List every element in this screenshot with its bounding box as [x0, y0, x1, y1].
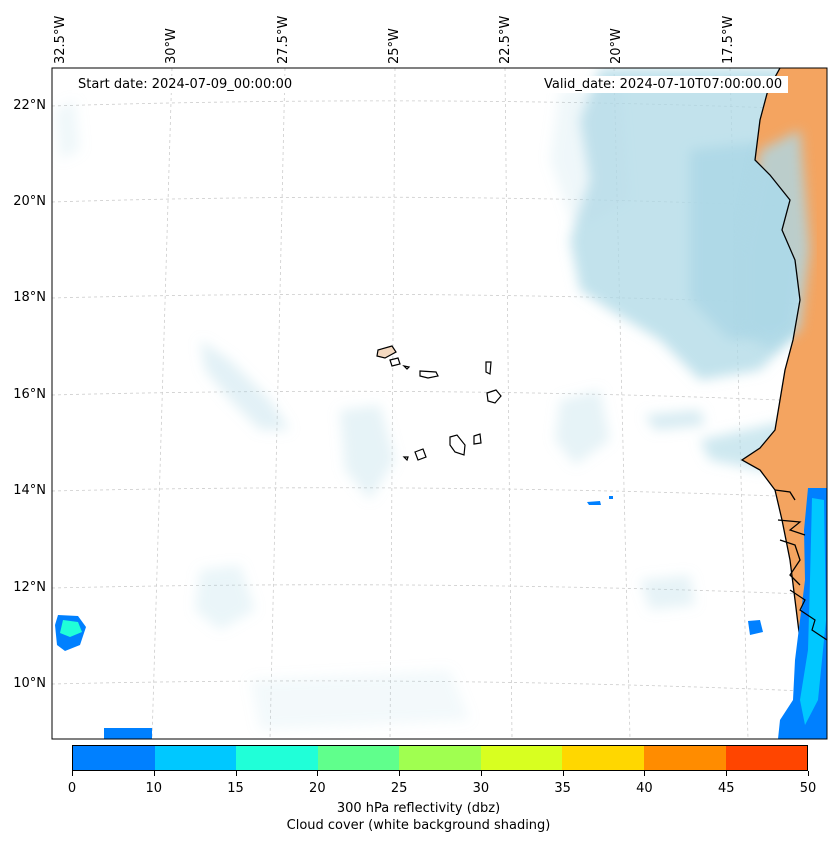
colorbar-tick-label: 45	[717, 781, 735, 796]
gridline-lat-16	[52, 390, 827, 403]
cloud-patch-18w	[645, 410, 705, 430]
cloud-patch-21w	[555, 390, 610, 465]
coastline-gambia-river	[774, 489, 796, 501]
island-santa-luzia	[402, 365, 411, 370]
colorbar-tick-label: 20	[309, 781, 326, 796]
reflectivity-patch-small-3	[609, 496, 613, 499]
reflectivity-patch-west-core	[60, 620, 82, 637]
graticule	[52, 68, 827, 739]
gridline-lat-10	[52, 680, 827, 693]
start-date-label: Start date: 2024-07-09_00:00:00	[72, 76, 299, 93]
colorbar-tick-mark	[644, 771, 646, 776]
colorbar-segment	[399, 746, 481, 770]
cloud-patch-29w	[195, 565, 255, 630]
reflectivity-patch-south	[104, 728, 152, 739]
gridline-lat-18	[52, 293, 827, 306]
island-santo-antao	[376, 345, 397, 359]
lon-label-22.5w: 22.5°W	[498, 15, 513, 64]
island-sao-nicolau	[419, 370, 439, 379]
coastline-guinea-bissau	[779, 539, 801, 586]
gridline-lat-12	[52, 584, 827, 596]
cloud-patch-26w	[340, 405, 395, 500]
reflectivity-patch-small-2	[587, 501, 601, 505]
cloud-cover-shading	[55, 68, 810, 730]
colorbar-tick-label: 15	[227, 781, 244, 796]
island-santiago	[449, 434, 466, 456]
colorbar	[72, 745, 808, 771]
gridline-lon-22.5	[504, 68, 513, 739]
colorbar-tick-label: 50	[799, 781, 817, 796]
coastline-senegal-south	[777, 519, 806, 536]
island-fogo	[414, 448, 427, 461]
coastline-guinea	[789, 589, 827, 641]
colorbar-tick-mark	[317, 771, 319, 776]
colorbar-tick-label: 35	[554, 781, 571, 796]
cloud-patch-west	[55, 100, 80, 160]
colorbar-segment	[480, 746, 563, 770]
colorbar-segment	[643, 746, 726, 770]
colorbar-label: 300 hPa reflectivity (dbz)	[336, 801, 501, 816]
island-sal	[485, 361, 492, 375]
gridline-lon-20	[613, 68, 631, 739]
colorbar-tick-label: 0	[67, 781, 77, 796]
cloud-patch-19w	[640, 575, 695, 610]
gridline-lon-25	[389, 68, 396, 739]
valid-date-label: Valid_date: 2024-07-10T07:00:00.00	[538, 76, 789, 93]
colorbar-tick-mark	[808, 771, 809, 776]
colorbar-segment	[154, 746, 237, 770]
lat-label-10n: 10°N	[13, 676, 46, 691]
gridline-lat-14	[52, 487, 827, 499]
lon-label-30w: 30°W	[164, 28, 179, 64]
lat-label-22n: 22°N	[13, 98, 46, 113]
colorbar-sublabel: Cloud cover (white background shading)	[286, 818, 551, 833]
gridline-lat-22	[52, 100, 827, 111]
lon-label-17.5w: 17.5°W	[721, 15, 736, 64]
island-sao-vicente	[389, 357, 401, 367]
cloud-haze-south	[250, 670, 470, 730]
lat-label-12n: 12°N	[13, 580, 46, 595]
colorbar-tick-mark	[562, 771, 564, 776]
lon-label-32.5w: 32.5°W	[53, 15, 68, 64]
reflectivity-patch-coast-mid	[800, 498, 826, 725]
colorbar-tick-mark	[399, 771, 401, 776]
lat-label-18n: 18°N	[13, 290, 46, 305]
colorbar-tick-mark	[72, 771, 73, 776]
colorbar-segment	[236, 746, 318, 770]
colorbar-tick-label: 40	[636, 781, 653, 796]
reflectivity-patch-small-1	[748, 620, 763, 635]
colorbar-tick-mark	[480, 771, 482, 776]
colorbar-segment	[562, 746, 644, 770]
lat-label-16n: 16°N	[13, 387, 46, 402]
lon-label-20w: 20°W	[609, 28, 624, 64]
island-boa-vista	[486, 389, 502, 404]
cape-verde-islands	[376, 345, 502, 462]
lat-label-14n: 14°N	[13, 483, 46, 498]
colorbar-tick-mark	[235, 771, 237, 776]
colorbar-segment	[725, 746, 808, 770]
gridline-lon-17.5	[729, 68, 749, 739]
island-maio	[473, 433, 482, 445]
coastline-overlay	[777, 519, 827, 641]
cloud-haze-north-east	[550, 80, 630, 230]
map-frame	[51, 67, 828, 740]
gridline-lon-27.5	[269, 68, 286, 739]
cloud-wisp-30w	[200, 340, 290, 430]
gridline-lon-30	[151, 68, 173, 739]
colorbar-segment	[73, 746, 155, 770]
reflectivity-shading	[55, 488, 827, 739]
gridline-lat-20	[52, 196, 827, 209]
lon-label-27.5w: 27.5°W	[276, 15, 291, 64]
colorbar-segment	[317, 746, 400, 770]
lon-label-25w: 25°W	[387, 28, 402, 64]
colorbar-tick-label: 30	[472, 781, 490, 796]
colorbar-tick-mark	[153, 771, 155, 776]
colorbar-tick-label: 10	[145, 781, 163, 796]
coastline	[740, 68, 806, 739]
island-brava	[402, 456, 409, 462]
colorbar-tick-mark	[726, 771, 728, 776]
lat-label-20n: 20°N	[13, 194, 46, 209]
colorbar-tick-label: 25	[390, 781, 408, 796]
cloud-over-land	[740, 130, 810, 350]
